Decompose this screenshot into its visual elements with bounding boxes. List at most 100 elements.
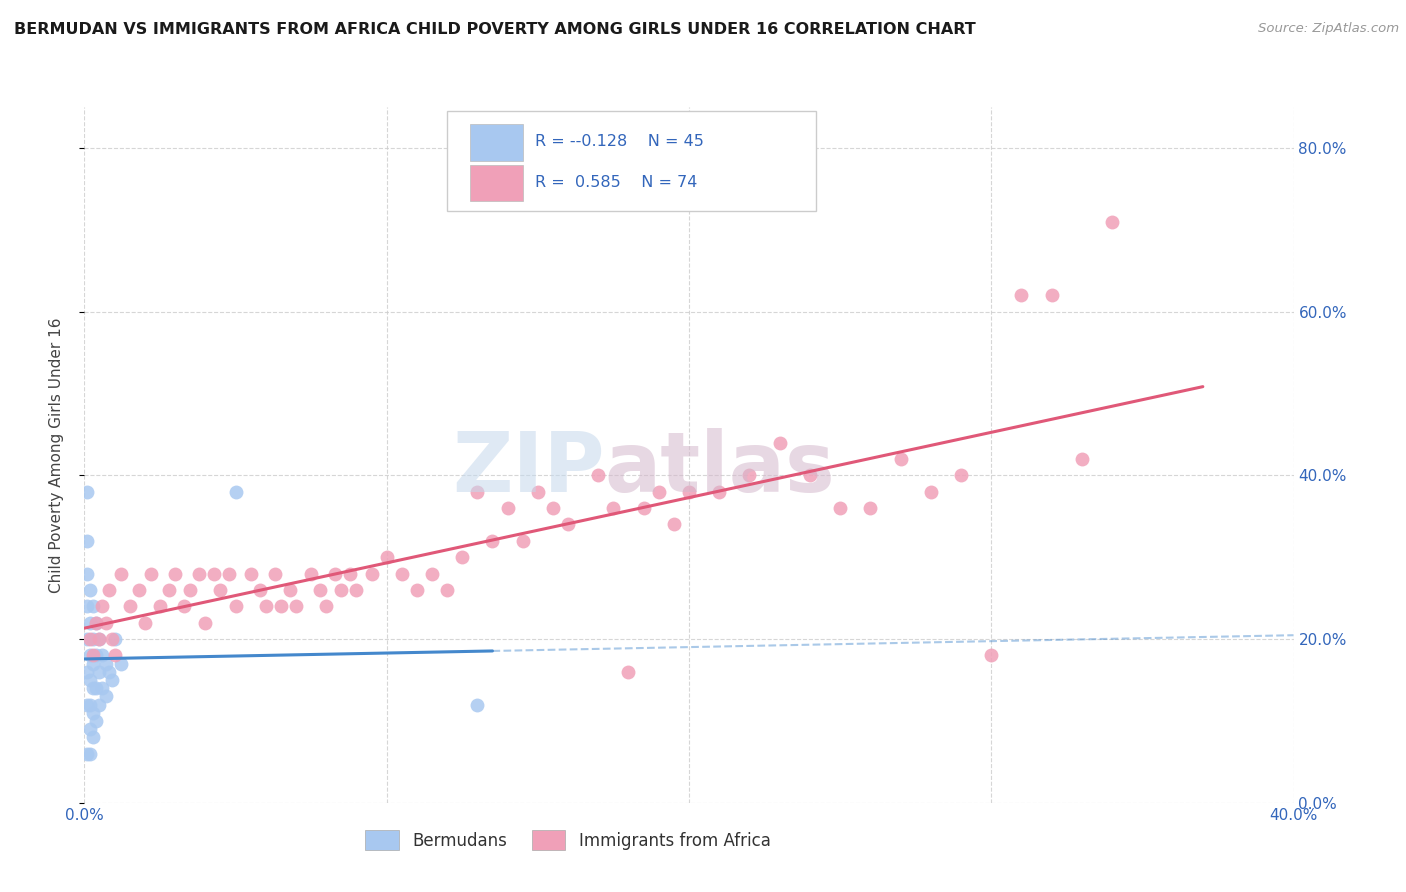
Point xyxy=(79,673,101,687)
Point xyxy=(86,615,108,630)
Point xyxy=(309,582,332,597)
Point xyxy=(738,468,761,483)
Point xyxy=(346,582,368,597)
Point xyxy=(94,615,117,630)
Point xyxy=(86,681,108,696)
Point xyxy=(76,533,98,548)
Text: atlas: atlas xyxy=(605,428,835,509)
Point xyxy=(149,599,172,614)
Point xyxy=(79,582,101,597)
Point xyxy=(194,615,217,630)
Point xyxy=(467,484,489,499)
Text: R =  0.585    N = 74: R = 0.585 N = 74 xyxy=(536,175,697,190)
Point xyxy=(299,566,322,581)
Point xyxy=(315,599,337,614)
Point xyxy=(557,517,579,532)
Point xyxy=(375,550,398,565)
Point xyxy=(512,533,534,548)
Point xyxy=(128,582,150,597)
Point xyxy=(496,501,519,516)
Point xyxy=(89,632,111,646)
Point xyxy=(97,582,120,597)
Point xyxy=(86,648,108,663)
Point xyxy=(82,657,104,671)
Point xyxy=(890,452,912,467)
Point xyxy=(339,566,361,581)
Point xyxy=(541,501,564,516)
Point xyxy=(225,484,247,499)
Point xyxy=(91,648,114,663)
Point xyxy=(249,582,271,597)
Point xyxy=(104,648,127,663)
Point xyxy=(254,599,277,614)
Point xyxy=(263,566,285,581)
Point xyxy=(79,722,101,736)
Point xyxy=(157,582,180,597)
Point xyxy=(633,501,655,516)
Point xyxy=(323,566,346,581)
Point xyxy=(100,673,122,687)
Point xyxy=(82,599,104,614)
Point xyxy=(678,484,700,499)
Point xyxy=(76,665,98,679)
Point xyxy=(920,484,942,499)
Point xyxy=(648,484,671,499)
Point xyxy=(82,681,104,696)
Point xyxy=(225,599,247,614)
Point xyxy=(76,599,98,614)
Point xyxy=(139,566,162,581)
Point xyxy=(79,698,101,712)
Point xyxy=(100,632,122,646)
Point xyxy=(79,747,101,761)
Point xyxy=(110,566,132,581)
FancyBboxPatch shape xyxy=(470,165,523,201)
Point xyxy=(481,533,503,548)
Point xyxy=(1071,452,1094,467)
Point xyxy=(110,657,132,671)
Point xyxy=(76,632,98,646)
Point xyxy=(436,582,458,597)
Point xyxy=(94,690,117,704)
Point xyxy=(830,501,852,516)
Point xyxy=(82,731,104,745)
Text: BERMUDAN VS IMMIGRANTS FROM AFRICA CHILD POVERTY AMONG GIRLS UNDER 16 CORRELATIO: BERMUDAN VS IMMIGRANTS FROM AFRICA CHILD… xyxy=(14,22,976,37)
Point xyxy=(76,484,98,499)
Point xyxy=(330,582,353,597)
Point xyxy=(980,648,1002,663)
Point xyxy=(79,615,101,630)
Point xyxy=(859,501,882,516)
Point xyxy=(1040,288,1063,302)
Point xyxy=(89,632,111,646)
Point xyxy=(82,706,104,720)
Point xyxy=(950,468,973,483)
Point xyxy=(799,468,821,483)
Point xyxy=(278,582,301,597)
Point xyxy=(527,484,550,499)
Point xyxy=(239,566,262,581)
Legend: Bermudans, Immigrants from Africa: Bermudans, Immigrants from Africa xyxy=(359,823,778,857)
Point xyxy=(118,599,141,614)
Point xyxy=(82,648,104,663)
Point xyxy=(188,566,211,581)
Point xyxy=(406,582,429,597)
Point xyxy=(79,648,101,663)
Point xyxy=(270,599,292,614)
Point xyxy=(209,582,232,597)
Point xyxy=(602,501,624,516)
Text: R = --0.128    N = 45: R = --0.128 N = 45 xyxy=(536,135,704,149)
Point xyxy=(709,484,731,499)
Point xyxy=(1011,288,1033,302)
Point xyxy=(97,665,120,679)
Point xyxy=(89,698,111,712)
Point xyxy=(79,632,101,646)
Point xyxy=(91,599,114,614)
Y-axis label: Child Poverty Among Girls Under 16: Child Poverty Among Girls Under 16 xyxy=(49,318,63,592)
Point xyxy=(769,435,792,450)
Point xyxy=(451,550,474,565)
Point xyxy=(134,615,156,630)
Point xyxy=(467,698,489,712)
Point xyxy=(76,698,98,712)
Point xyxy=(86,615,108,630)
Point xyxy=(82,632,104,646)
Text: Source: ZipAtlas.com: Source: ZipAtlas.com xyxy=(1258,22,1399,36)
